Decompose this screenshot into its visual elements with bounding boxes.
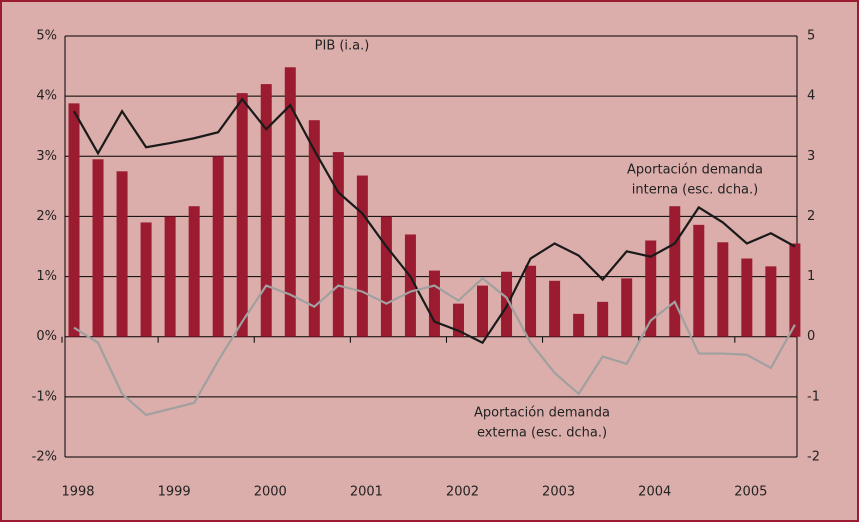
x-tick-label: 2000 [254,485,287,500]
bar [380,216,392,337]
bar [164,216,176,337]
bar [573,313,585,337]
bar [116,171,128,337]
bar [452,303,464,337]
bar [188,206,200,337]
y-tick-label: 0% [36,329,57,344]
bar [284,67,296,337]
bar [92,159,104,337]
series-label: Aportación demanda [627,163,763,178]
series-label: externa (esc. dcha.) [477,426,607,441]
y-tick-label: 4% [36,89,57,104]
bar [68,103,80,337]
bar [260,84,272,337]
series-label: Aportación demanda [474,406,610,421]
line [73,97,796,345]
bar [741,258,753,337]
bar [212,156,224,337]
y2-tick-label: 5 [807,29,815,44]
x-tick-label: 2001 [350,485,383,500]
x-tick-label: 2005 [734,485,767,500]
x-tick-label: 1998 [61,485,94,500]
bar [717,242,729,337]
x-tick-label: 2004 [638,485,671,500]
bar [140,222,152,337]
bar [789,243,801,337]
line [73,276,796,417]
y2-tick-label: 1 [807,269,815,284]
y2-tick-label: 4 [807,89,815,104]
x-tick-label: 2002 [446,485,479,500]
y2-tick-label: 0 [807,329,815,344]
y-tick-label: 2% [36,209,57,224]
bar [477,285,489,337]
bar [621,278,633,337]
bar [549,280,561,337]
bar [404,234,416,337]
bar [428,270,440,337]
bar [597,301,609,337]
bar [669,206,681,337]
bar [308,120,320,337]
bar [236,93,248,337]
y2-tick-label: -2 [807,450,820,465]
y-tick-label: 5% [36,29,57,44]
y2-tick-label: -1 [807,389,820,404]
y-tick-label: -2% [32,450,57,465]
bar [525,265,537,337]
y-tick-label: 3% [36,149,57,164]
y-tick-label: 1% [36,269,57,284]
series-label: PIB (i.a.) [315,39,370,54]
x-tick-label: 2003 [542,485,575,500]
bar [356,175,368,337]
bar [645,240,657,337]
y2-tick-label: 3 [807,149,815,164]
y2-tick-label: 2 [807,209,815,224]
series-label: interna (esc. dcha.) [632,183,758,198]
bar [332,152,344,337]
x-tick-label: 1999 [158,485,191,500]
y-tick-label: -1% [32,389,57,404]
bar [693,224,705,337]
bar [765,266,777,337]
